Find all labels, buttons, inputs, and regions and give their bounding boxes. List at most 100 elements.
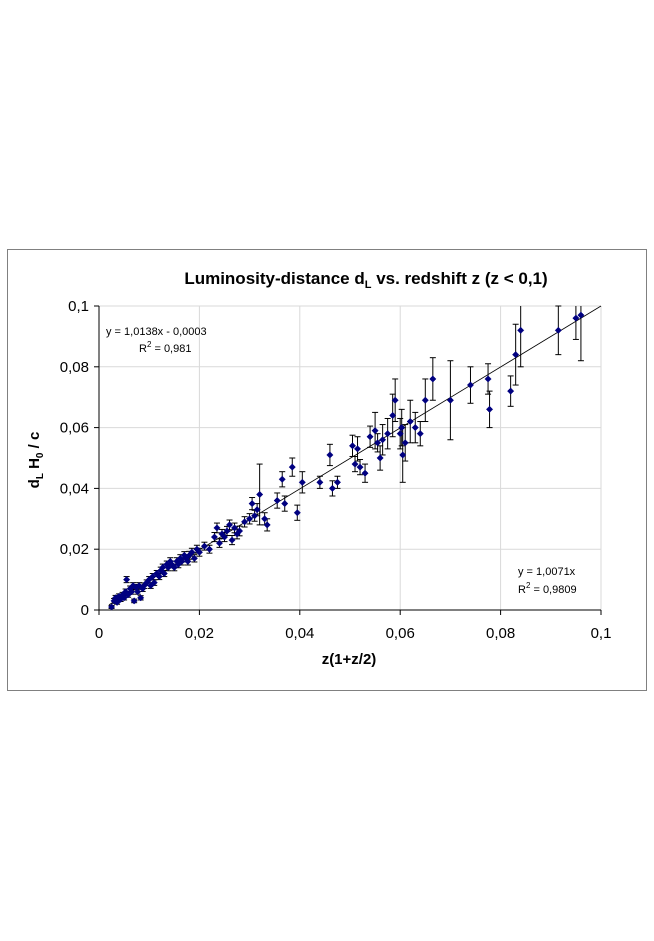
data-point (577, 311, 585, 319)
x-tick-label: 0,02 (185, 625, 214, 642)
data-point (190, 554, 198, 562)
data-point (160, 569, 168, 578)
data-point (261, 515, 269, 523)
data-point (406, 417, 414, 426)
data-point (389, 411, 397, 419)
data-point (200, 542, 208, 550)
chart-svg: Luminosity-distance dL vs. redshift z (z… (26, 269, 612, 668)
data-point (572, 314, 580, 322)
data-point (278, 475, 286, 483)
data-point (205, 545, 213, 553)
y-tick-label: 0,04 (60, 480, 89, 497)
data-point (353, 445, 362, 453)
data-points (107, 311, 585, 611)
data-point (298, 478, 306, 486)
data-point (178, 557, 186, 565)
data-point (446, 396, 454, 404)
data-point (248, 500, 256, 508)
data-point (517, 326, 525, 334)
data-point (486, 405, 494, 413)
x-tick-label: 0,1 (591, 625, 612, 642)
y-tick-label: 0,06 (60, 420, 89, 437)
data-point (288, 463, 296, 471)
data-point (376, 454, 384, 462)
data-point (371, 427, 379, 435)
data-point (554, 326, 562, 334)
x-tick-labels: 0 0,02 0,04 0,06 0,08 0,1 (95, 625, 612, 642)
data-point (384, 430, 392, 438)
data-point (246, 515, 254, 523)
data-point (507, 387, 515, 395)
data-point (123, 576, 131, 584)
data-point (351, 460, 359, 468)
data-point (134, 588, 142, 596)
grid-lines (99, 305, 602, 610)
data-point (411, 424, 419, 432)
data-point (225, 521, 234, 529)
data-point (107, 603, 116, 611)
data-point (333, 478, 342, 486)
data-point (391, 396, 399, 404)
data-point (159, 563, 167, 571)
data-point (184, 557, 192, 565)
data-point (484, 375, 492, 383)
fit-equation-left: y = 1,0138x - 0,0003 (106, 326, 207, 338)
data-point (195, 548, 203, 556)
x-tick-label: 0,08 (486, 625, 515, 642)
chart-title: Luminosity-distance dL vs. redshift z (z… (184, 269, 547, 291)
data-point (374, 439, 382, 447)
axes (94, 305, 602, 615)
data-point (263, 521, 271, 529)
data-point (326, 451, 334, 459)
data-point (396, 430, 404, 438)
data-point (150, 579, 158, 587)
data-point (253, 506, 261, 514)
chart-frame: Luminosity-distance dL vs. redshift z (z… (7, 249, 647, 691)
data-point (466, 381, 475, 389)
data-point (401, 439, 409, 447)
data-point (281, 500, 289, 508)
data-point (251, 512, 259, 520)
data-point (137, 594, 145, 602)
data-point (399, 451, 407, 459)
data-point (215, 539, 224, 547)
y-axis-title: dL H0 / c (26, 432, 46, 489)
data-point (273, 497, 281, 505)
data-point (228, 536, 236, 544)
y-tick-labels: 0 0,02 0,04 0,06 0,08 0,1 (60, 298, 89, 619)
data-point (328, 484, 336, 492)
x-axis-title: z(1+z/2) (322, 651, 377, 668)
data-point (155, 573, 163, 581)
y-tick-label: 0,02 (60, 541, 89, 558)
data-point (223, 527, 231, 535)
y-tick-label: 0,1 (68, 298, 89, 315)
data-point (210, 533, 219, 541)
data-point (213, 524, 221, 532)
data-point (429, 375, 437, 383)
data-point (230, 524, 239, 532)
data-point (241, 518, 249, 526)
fit-r2-right: R2 = 0,9809 (518, 581, 577, 596)
y-tick-label: 0 (81, 602, 89, 619)
fit-equation-right: y = 1,0071x (518, 566, 576, 578)
data-point (120, 594, 128, 602)
data-point (366, 433, 374, 441)
fit-r2-left: R2 = 0,981 (139, 340, 191, 355)
data-point (256, 490, 264, 499)
data-point (293, 509, 301, 517)
data-point (361, 469, 369, 477)
data-point (398, 424, 406, 432)
data-point (149, 573, 157, 581)
x-tick-label: 0 (95, 625, 103, 642)
data-point (188, 548, 196, 556)
data-point (356, 463, 364, 471)
data-point (128, 588, 136, 596)
data-point (421, 396, 429, 404)
data-point (130, 597, 138, 605)
x-tick-label: 0,04 (285, 625, 314, 642)
data-point (236, 527, 244, 535)
data-point (379, 436, 387, 444)
data-point (416, 430, 424, 438)
data-point (316, 478, 324, 486)
data-point (220, 533, 229, 541)
